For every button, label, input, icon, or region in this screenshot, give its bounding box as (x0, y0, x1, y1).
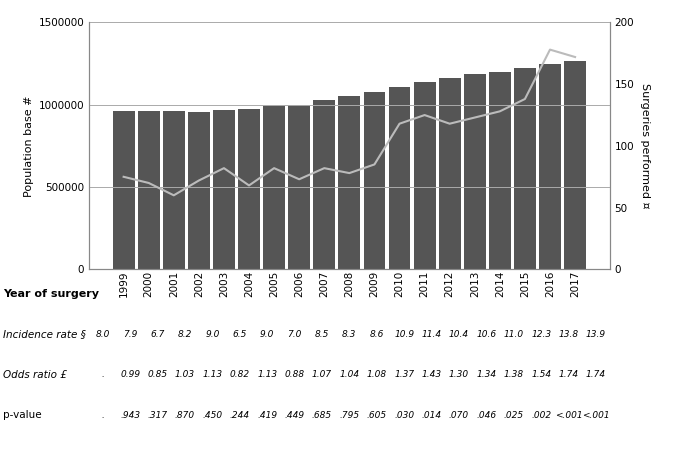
Text: 7.9: 7.9 (123, 330, 137, 339)
Text: .070: .070 (449, 411, 469, 420)
Bar (313, 100, 335, 269)
Text: .943: .943 (120, 411, 140, 420)
Bar (188, 112, 210, 269)
Bar (489, 72, 511, 269)
Text: 1.38: 1.38 (503, 370, 524, 379)
Text: 10.6: 10.6 (476, 330, 497, 339)
Text: 13.8: 13.8 (558, 330, 579, 339)
Bar (338, 96, 360, 269)
Text: 0.88: 0.88 (284, 370, 305, 379)
Text: Incidence rate §: Incidence rate § (3, 330, 86, 339)
Y-axis label: Population base #: Population base # (24, 95, 34, 197)
Text: .025: .025 (503, 411, 524, 420)
Text: Year of surgery: Year of surgery (3, 289, 99, 299)
Text: .795: .795 (339, 411, 360, 420)
Bar (213, 110, 235, 269)
Text: .685: .685 (312, 411, 332, 420)
Bar (388, 87, 410, 269)
Text: 12.3: 12.3 (531, 330, 551, 339)
Text: 11.4: 11.4 (421, 330, 442, 339)
Text: .030: .030 (394, 411, 414, 420)
Text: p-value: p-value (3, 410, 42, 420)
Text: 13.9: 13.9 (586, 330, 606, 339)
Bar (288, 105, 310, 269)
Text: 1.13: 1.13 (202, 370, 223, 379)
Bar (414, 82, 436, 269)
Text: 1.34: 1.34 (476, 370, 497, 379)
Text: 1.03: 1.03 (175, 370, 195, 379)
Text: 10.9: 10.9 (394, 330, 414, 339)
Text: 7.0: 7.0 (288, 330, 301, 339)
Text: 6.5: 6.5 (233, 330, 247, 339)
Text: .002: .002 (531, 411, 551, 420)
Text: <.001: <.001 (582, 411, 610, 420)
Bar (514, 68, 536, 269)
Text: 1.37: 1.37 (394, 370, 414, 379)
Text: 8.0: 8.0 (96, 330, 110, 339)
Text: 8.3: 8.3 (342, 330, 356, 339)
Bar (113, 111, 134, 269)
Text: 1.74: 1.74 (586, 370, 606, 379)
Bar (539, 64, 561, 269)
Text: .014: .014 (421, 411, 442, 420)
Text: .605: .605 (366, 411, 387, 420)
Text: 0.82: 0.82 (229, 370, 250, 379)
Text: 8.6: 8.6 (370, 330, 384, 339)
Text: .450: .450 (202, 411, 223, 420)
Bar (564, 61, 586, 269)
Text: Odds ratio £: Odds ratio £ (3, 370, 67, 380)
Text: 9.0: 9.0 (260, 330, 274, 339)
Text: 1.74: 1.74 (558, 370, 579, 379)
Text: 8.2: 8.2 (178, 330, 192, 339)
Bar (464, 75, 486, 269)
Text: 0.99: 0.99 (120, 370, 140, 379)
Text: .244: .244 (229, 411, 250, 420)
Text: .317: .317 (147, 411, 168, 420)
Text: 1.08: 1.08 (366, 370, 387, 379)
Text: 0.85: 0.85 (147, 370, 168, 379)
Text: .870: .870 (175, 411, 195, 420)
Text: .046: .046 (476, 411, 497, 420)
Text: 1.43: 1.43 (421, 370, 442, 379)
Bar (439, 78, 460, 269)
Text: 1.30: 1.30 (449, 370, 469, 379)
Bar (263, 106, 285, 269)
Text: 1.04: 1.04 (339, 370, 360, 379)
Text: 1.13: 1.13 (257, 370, 277, 379)
Text: .419: .419 (257, 411, 277, 420)
Text: <.001: <.001 (555, 411, 582, 420)
Bar (163, 111, 185, 269)
Text: .: . (101, 370, 104, 379)
Text: .: . (101, 411, 104, 420)
Text: 9.0: 9.0 (206, 330, 219, 339)
Text: 8.5: 8.5 (315, 330, 329, 339)
Text: 10.4: 10.4 (449, 330, 469, 339)
Text: 1.54: 1.54 (531, 370, 551, 379)
Text: 6.7: 6.7 (151, 330, 164, 339)
Text: 11.0: 11.0 (503, 330, 524, 339)
Text: .449: .449 (284, 411, 305, 420)
Y-axis label: Surgeries performed ¤: Surgeries performed ¤ (640, 83, 650, 209)
Bar (138, 111, 160, 269)
Text: 1.07: 1.07 (312, 370, 332, 379)
Bar (238, 109, 260, 269)
Bar (364, 92, 386, 269)
